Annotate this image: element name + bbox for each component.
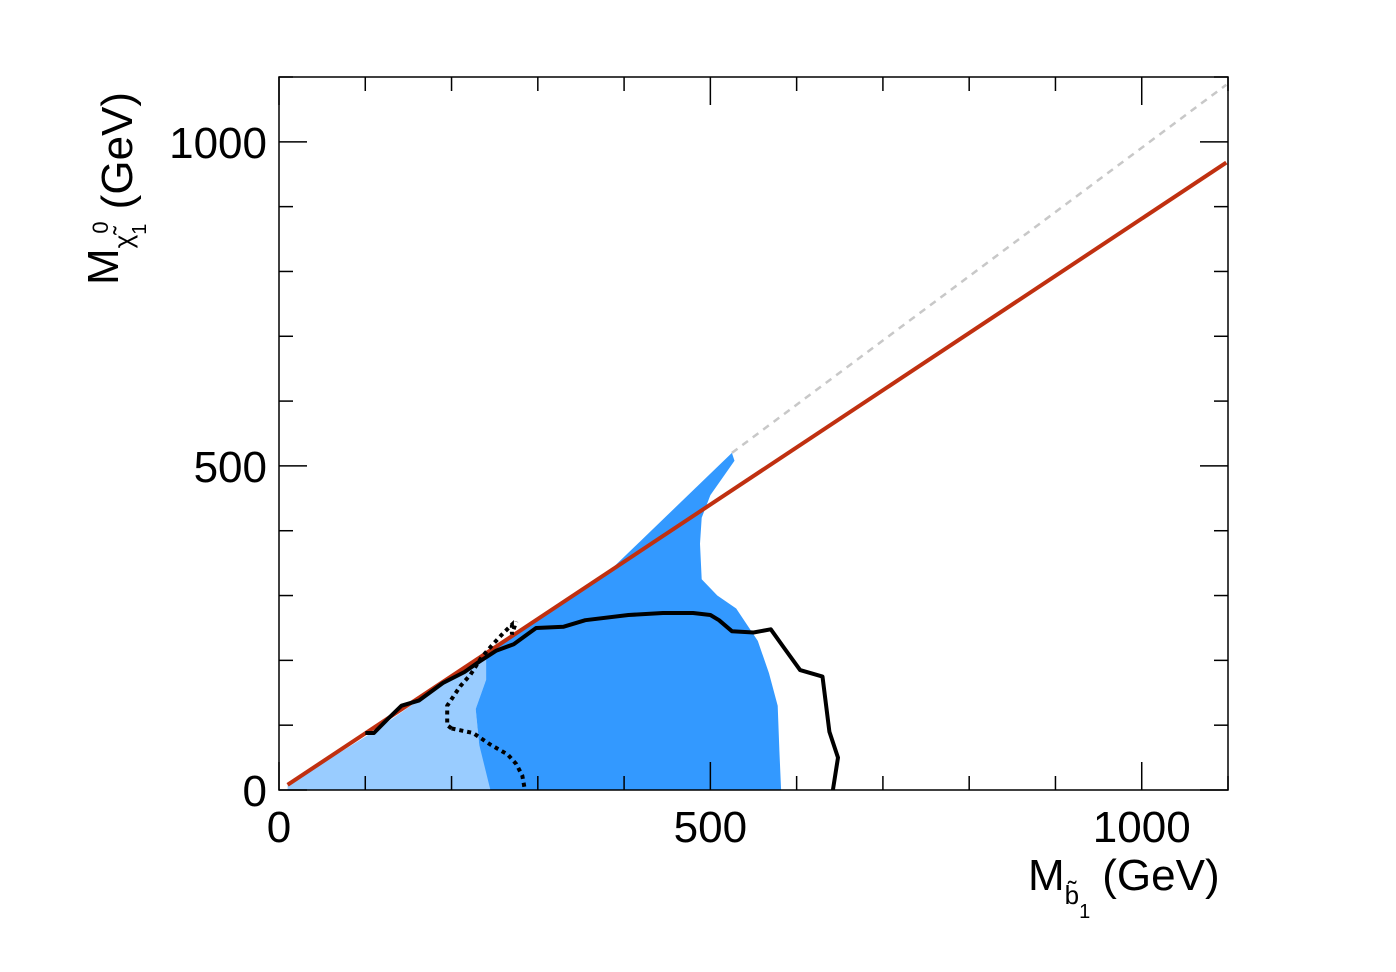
dashed-contour	[445, 619, 519, 731]
y-axis-title-main: M	[79, 248, 128, 285]
x-axis-title-subscript: b̃	[1065, 880, 1079, 910]
dashed-contour-lower	[451, 726, 527, 791]
y-axis-title-superscript: 0	[88, 221, 113, 233]
x-axis-title-subscript-index: 1	[1079, 901, 1090, 923]
x-axis-title-main: M	[1028, 851, 1065, 900]
y-axis-title: Mχ̃10(GeV)	[79, 92, 151, 285]
x-axis-title-unit: (GeV)	[1102, 851, 1219, 900]
x-tick-label: 500	[674, 803, 747, 852]
kinematic-limit-line	[731, 83, 1228, 454]
chart-lines	[286, 83, 1228, 791]
y-tick-label: 500	[194, 443, 267, 492]
axis-ticks	[278, 76, 1229, 791]
y-axis-title-unit: (GeV)	[93, 92, 142, 209]
y-tick-label: 0	[243, 767, 267, 816]
x-tick-label: 0	[267, 803, 291, 852]
x-axis-title: Mb̃1 (GeV)	[1028, 851, 1220, 923]
y-axis-title-subscript-index: 1	[129, 224, 151, 235]
tick-labels: 0 500 1000 0 500 1000	[169, 119, 1191, 852]
x-tick-label: 1000	[1093, 803, 1191, 852]
solid-contour	[365, 611, 840, 791]
plot-frame	[278, 76, 1229, 791]
dark-excluded-region	[475, 452, 782, 790]
y-tick-label: 1000	[169, 119, 267, 168]
